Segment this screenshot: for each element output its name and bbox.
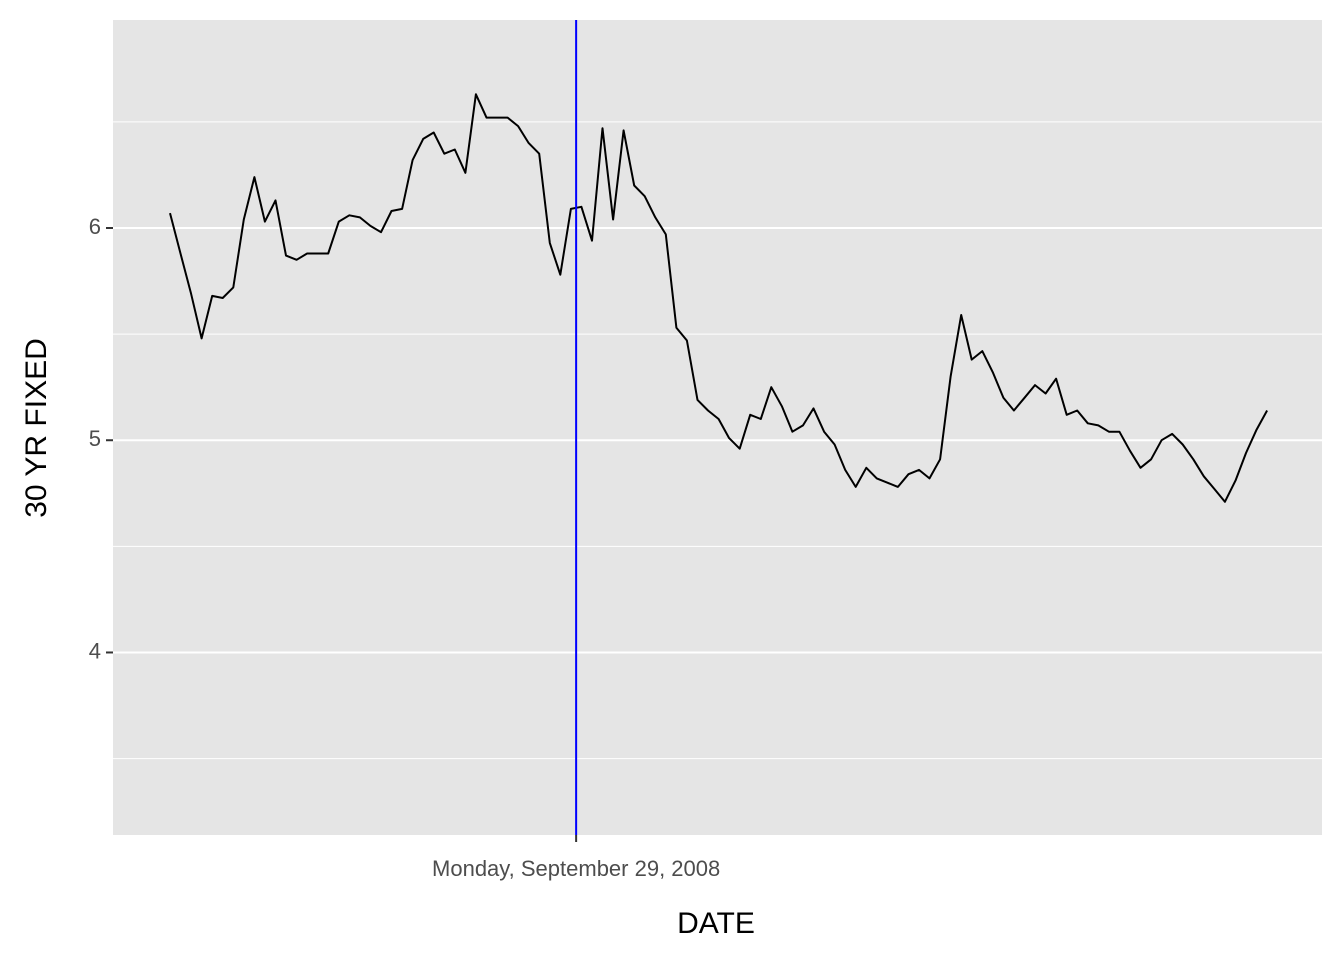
y-tick-label: 4	[89, 638, 101, 663]
y-axis-title: 30 YR FIXED	[20, 338, 53, 518]
y-tick-label: 6	[89, 214, 101, 239]
line	[169, 93, 1268, 503]
y-tick-label: 5	[89, 426, 101, 451]
x-axis-title: DATE	[677, 907, 755, 940]
plot-panel	[113, 20, 1322, 835]
x-tick-label: Monday, September 29, 2008	[432, 856, 720, 881]
